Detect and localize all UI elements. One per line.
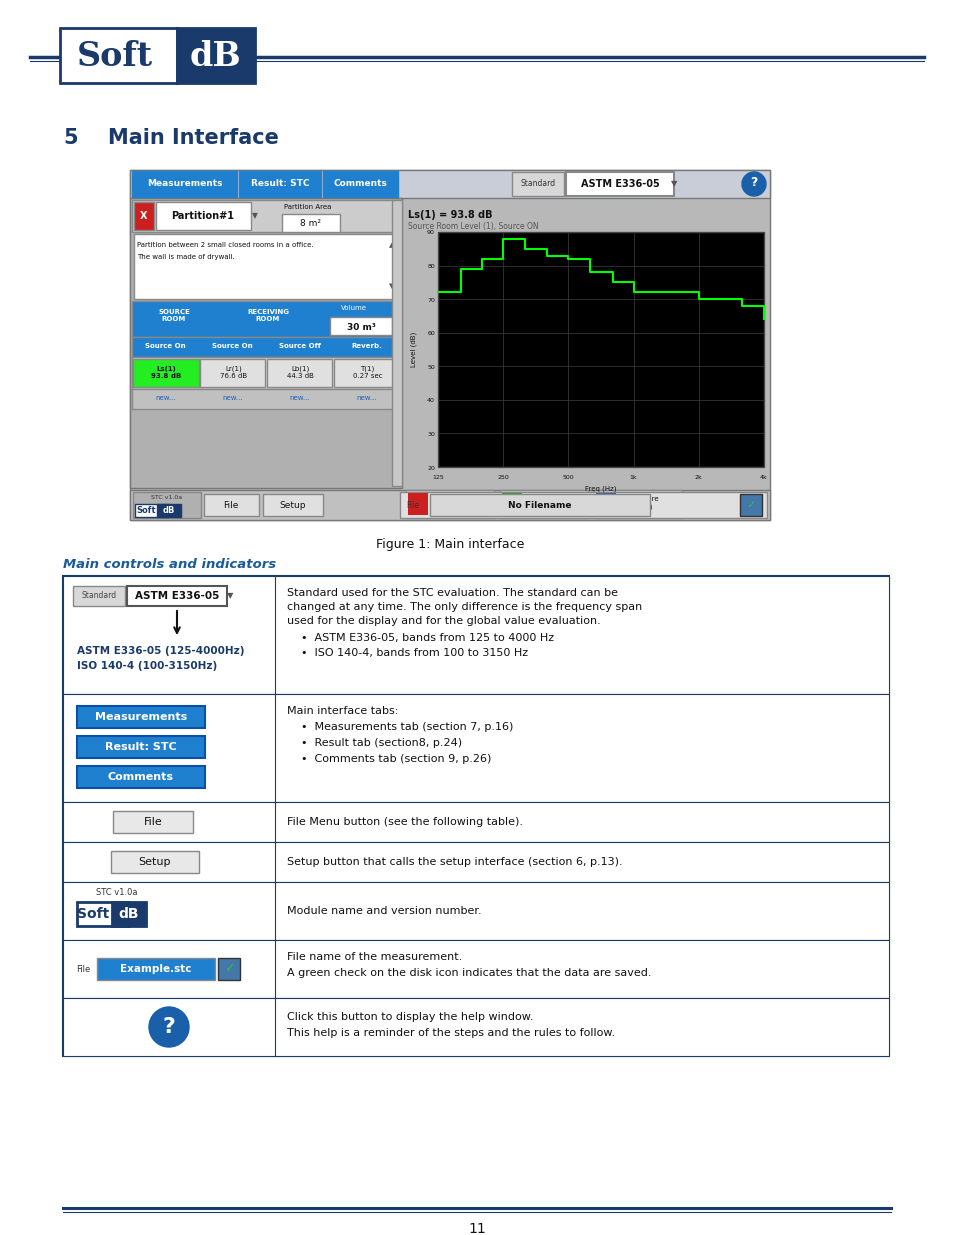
Bar <box>408 493 428 515</box>
Text: new...: new... <box>155 395 175 401</box>
Text: Source On: Source On <box>212 343 253 350</box>
Text: File: File <box>223 500 238 510</box>
Text: Partition#1: Partition#1 <box>172 211 234 221</box>
Text: File: File <box>406 500 418 510</box>
Text: Comments: Comments <box>108 772 173 782</box>
Bar <box>133 233 397 299</box>
Bar <box>77 766 205 788</box>
Text: Measurements: Measurements <box>94 713 187 722</box>
Text: 30 m³: 30 m³ <box>346 322 375 331</box>
Text: ?: ? <box>749 177 757 189</box>
Bar <box>740 494 761 516</box>
Bar <box>63 882 888 940</box>
Text: Standard: Standard <box>520 179 555 189</box>
Text: T(1)
0.27 sec: T(1) 0.27 sec <box>353 366 382 379</box>
Bar <box>132 357 399 389</box>
Text: 50: 50 <box>427 364 435 369</box>
Bar <box>565 172 673 196</box>
Text: 8 m²: 8 m² <box>300 219 321 227</box>
Text: new...: new... <box>289 395 310 401</box>
Text: ASTM E336-05: ASTM E336-05 <box>580 179 659 189</box>
Text: 11: 11 <box>468 1221 485 1235</box>
Bar <box>63 940 888 998</box>
Text: new...: new... <box>355 395 376 401</box>
Bar <box>132 200 399 232</box>
Text: 30: 30 <box>427 432 435 437</box>
Bar <box>111 851 199 873</box>
Text: ✓: ✓ <box>745 500 755 510</box>
Text: Click this button to display the help window.: Click this button to display the help wi… <box>287 1011 533 1023</box>
Text: Source On: Source On <box>145 343 186 350</box>
Text: Soft: Soft <box>136 506 155 515</box>
Bar <box>177 28 254 83</box>
Bar <box>204 494 258 516</box>
Bar <box>130 490 769 520</box>
Text: Standard: Standard <box>81 592 116 600</box>
Bar <box>77 706 205 727</box>
Text: new...: new... <box>222 395 243 401</box>
Text: No Filename: No Filename <box>508 500 571 510</box>
Bar <box>63 998 888 1056</box>
Bar <box>512 172 563 196</box>
Text: Setup: Setup <box>138 857 172 867</box>
Text: Ls(1) = 93.8 dB: Ls(1) = 93.8 dB <box>408 210 492 220</box>
Bar <box>156 203 251 230</box>
Text: File Menu button (see the following table).: File Menu button (see the following tabl… <box>287 818 522 827</box>
Text: ?: ? <box>162 1016 175 1037</box>
Text: Module name and version number.: Module name and version number. <box>287 906 481 916</box>
Bar <box>239 170 320 198</box>
Text: Source Room Level (1), Source ON: Source Room Level (1), Source ON <box>408 222 538 231</box>
Text: Remove
Ls(1): Remove Ls(1) <box>441 496 470 510</box>
Bar <box>437 232 763 467</box>
Text: Result: STC: Result: STC <box>105 742 176 752</box>
Bar <box>77 736 205 758</box>
Bar <box>73 585 125 606</box>
Text: 5: 5 <box>63 128 77 148</box>
Bar <box>135 504 169 517</box>
Text: 80: 80 <box>427 264 435 269</box>
Text: File: File <box>144 818 162 827</box>
Text: Soft: Soft <box>77 906 109 921</box>
Bar <box>218 958 240 981</box>
Text: SOURCE
ROOM: SOURCE ROOM <box>158 309 190 322</box>
Text: Level (dB): Level (dB) <box>411 332 416 367</box>
Bar <box>63 694 888 802</box>
Bar <box>282 214 339 232</box>
Text: Main controls and indicators: Main controls and indicators <box>63 558 275 571</box>
Text: used for the display and for the global value evaluation.: used for the display and for the global … <box>287 616 600 626</box>
Bar <box>132 170 236 198</box>
Text: Measure
Ls(1): Measure Ls(1) <box>629 496 659 510</box>
Text: •  Measurements tab (section 7, p.16): • Measurements tab (section 7, p.16) <box>301 722 513 732</box>
Text: Source Off: Source Off <box>278 343 320 350</box>
Text: Import
Ls: Import Ls <box>537 496 561 510</box>
Text: 90: 90 <box>427 231 435 236</box>
Bar <box>430 494 649 516</box>
Text: ISO 140-4 (100-3150Hz): ISO 140-4 (100-3150Hz) <box>77 661 217 671</box>
Bar <box>130 170 769 520</box>
Bar <box>132 337 399 357</box>
Bar <box>112 902 146 926</box>
Text: Lr(1)
76.6 dB: Lr(1) 76.6 dB <box>220 366 247 379</box>
Text: File name of the measurement.: File name of the measurement. <box>287 952 462 962</box>
Text: STC v1.0a: STC v1.0a <box>152 495 182 500</box>
Text: Ls(1)
93.8 dB: Ls(1) 93.8 dB <box>152 366 181 378</box>
Bar <box>130 170 769 198</box>
Text: X: X <box>140 211 148 221</box>
Text: changed at any time. The only difference is the frequency span: changed at any time. The only difference… <box>287 601 641 613</box>
Bar <box>323 170 397 198</box>
Text: Setup button that calls the setup interface (section 6, p.13).: Setup button that calls the setup interf… <box>287 857 622 867</box>
Text: Setup: Setup <box>279 500 306 510</box>
Bar <box>334 359 398 387</box>
Bar <box>97 958 214 981</box>
Bar <box>127 585 227 606</box>
Text: Freq (Hz): Freq (Hz) <box>584 485 616 492</box>
Bar <box>77 902 129 926</box>
Text: •  ISO 140-4, bands from 100 to 3150 Hz: • ISO 140-4, bands from 100 to 3150 Hz <box>301 648 528 658</box>
Text: Example.stc: Example.stc <box>120 965 192 974</box>
Text: Partition between 2 small closed rooms in a office.: Partition between 2 small closed rooms i… <box>137 242 314 248</box>
Text: STC v1.0a: STC v1.0a <box>96 888 137 897</box>
Text: •  ASTM E336-05, bands from 125 to 4000 Hz: • ASTM E336-05, bands from 125 to 4000 H… <box>301 634 554 643</box>
Text: Partition Area: Partition Area <box>284 204 332 210</box>
Bar <box>132 301 399 337</box>
Bar <box>596 493 616 515</box>
